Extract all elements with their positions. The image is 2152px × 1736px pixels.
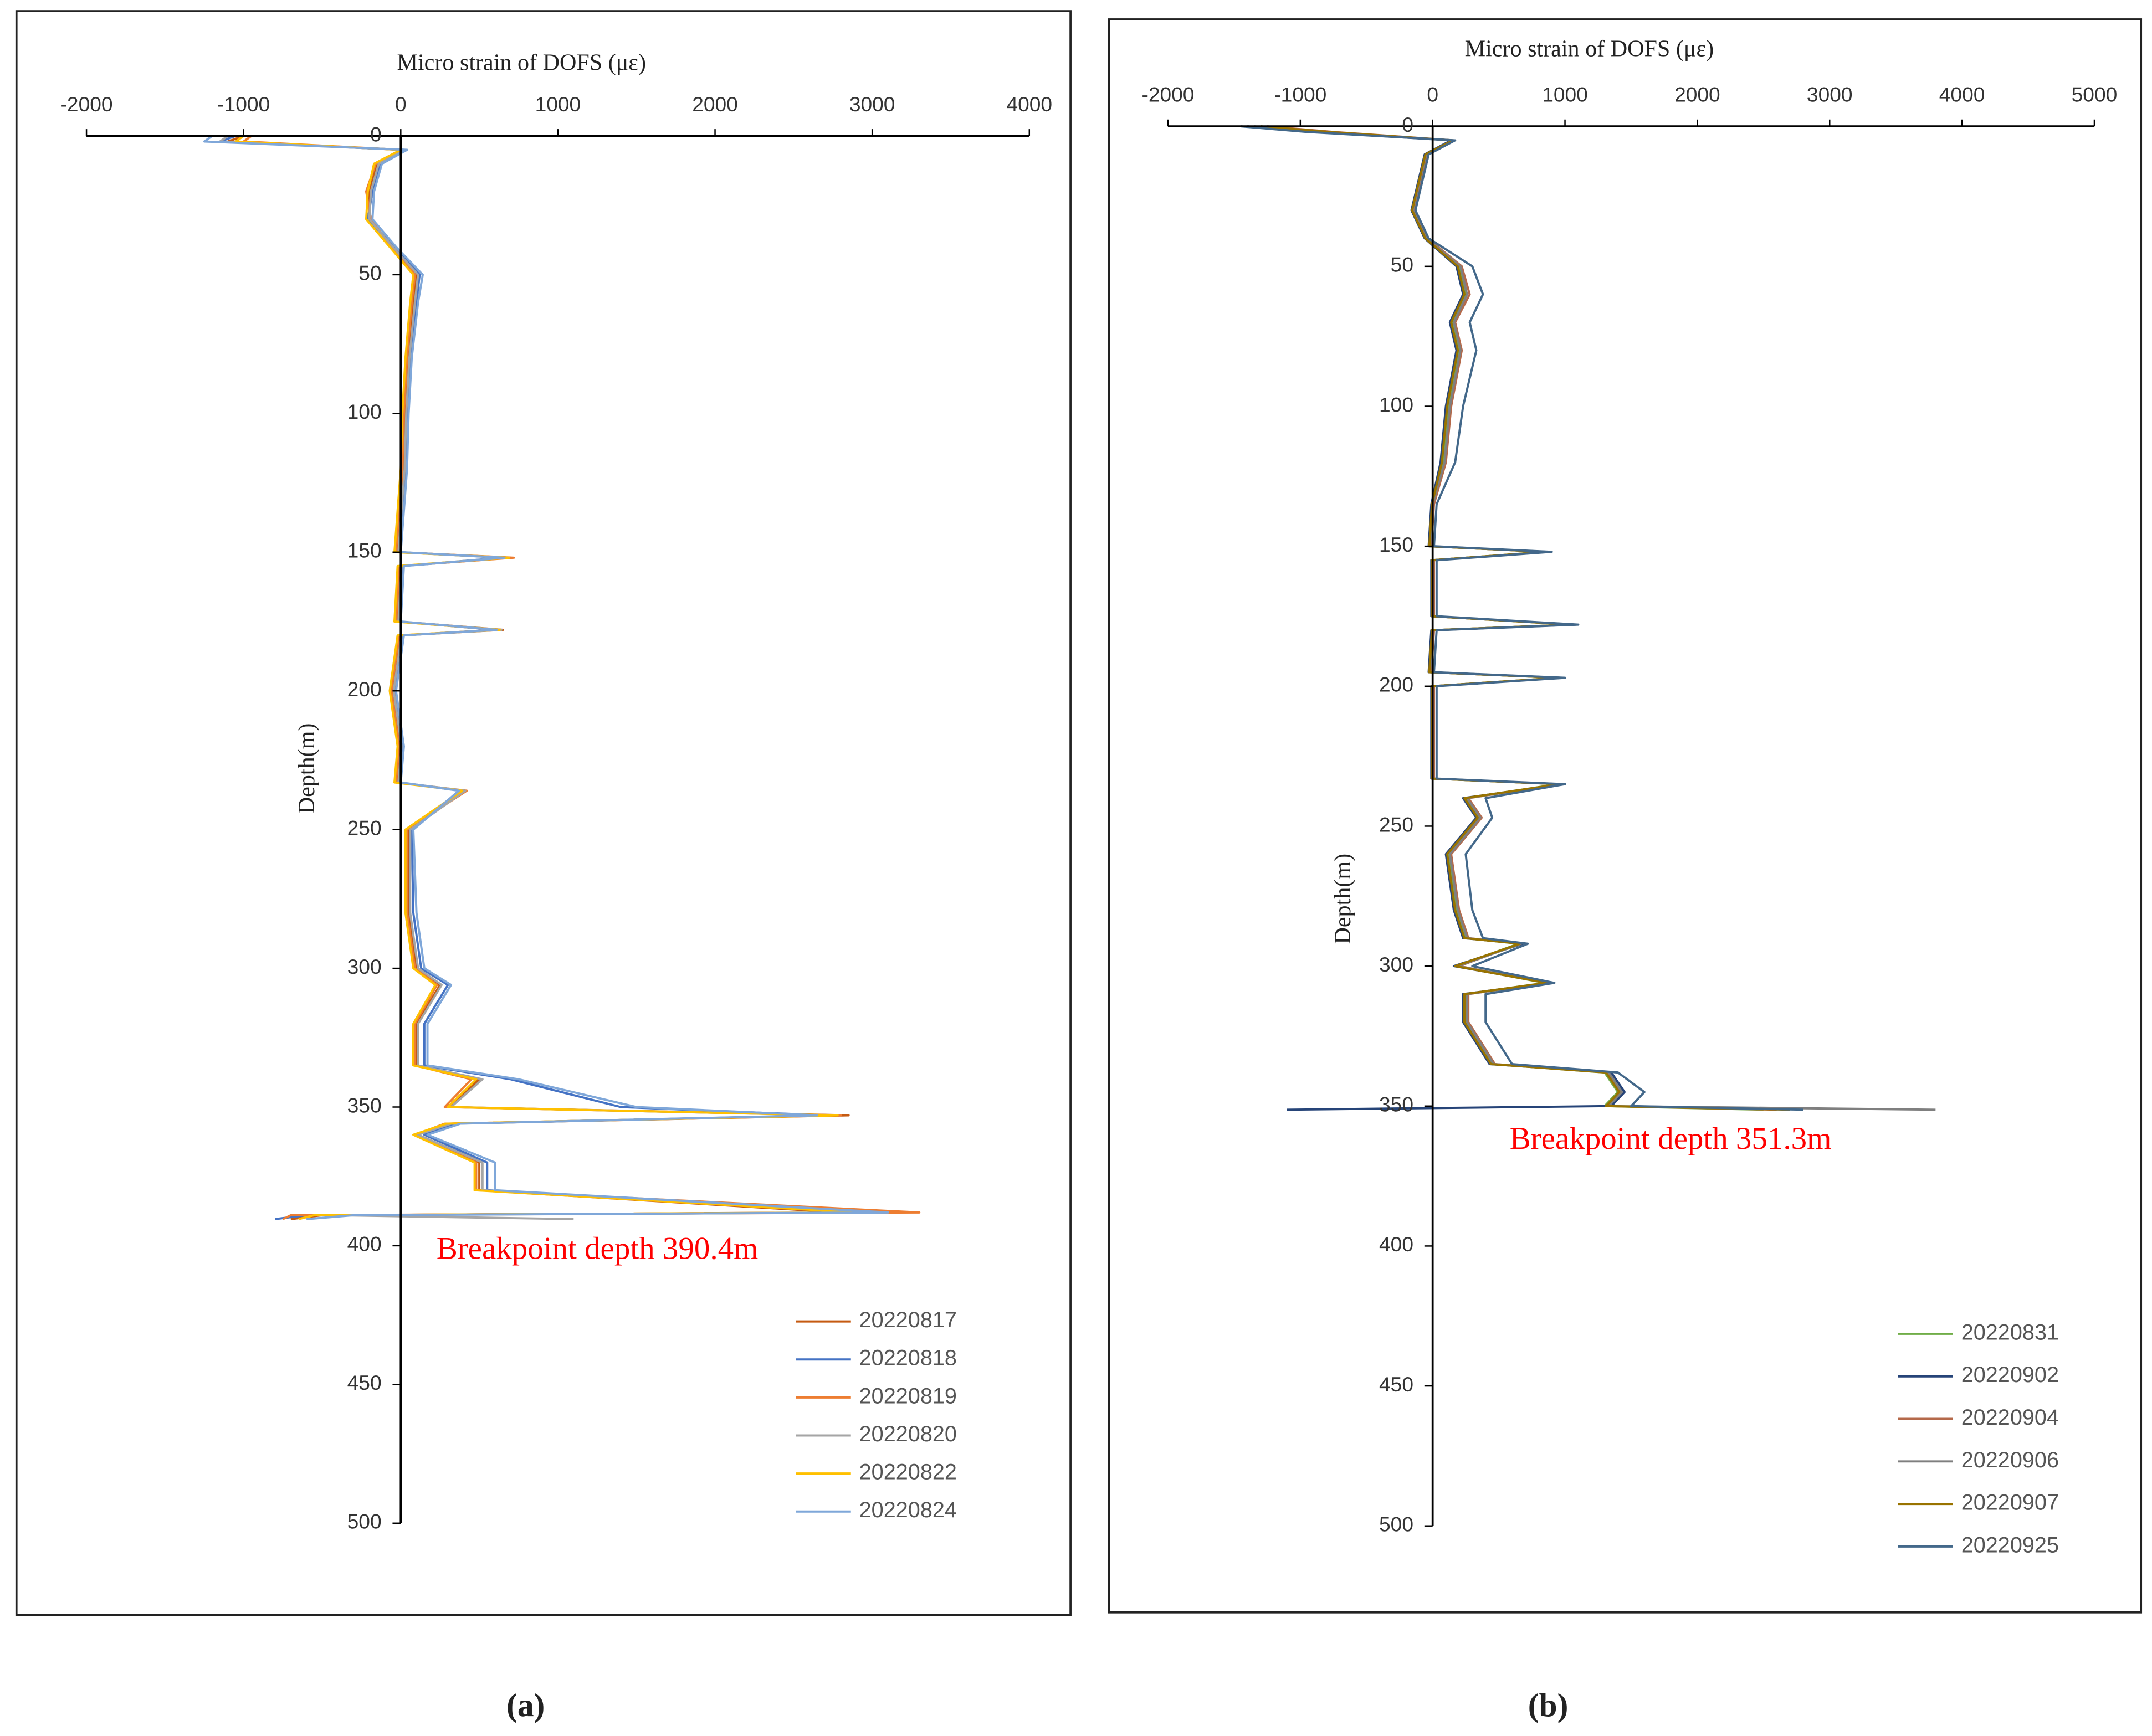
data-line — [1254, 125, 1936, 1111]
x-tick-label: 5000 — [2072, 83, 2118, 106]
data-line — [227, 135, 850, 1220]
x-tick-label: 3000 — [1807, 83, 1853, 106]
y-tick-label: 500 — [347, 1510, 382, 1533]
data-line — [1261, 125, 1790, 1111]
y-tick-label: 300 — [1379, 953, 1413, 976]
x-tick-label: 2000 — [1674, 83, 1720, 106]
legend-label: 20220820 — [859, 1422, 957, 1446]
annotation: Breakpoint depth 351.3m — [1510, 1121, 1832, 1156]
y-tick-label: 150 — [347, 539, 382, 562]
x-tick-label: 3000 — [849, 93, 895, 116]
legend-label: 20220819 — [859, 1384, 957, 1408]
y-tick-label: 200 — [1379, 673, 1413, 696]
y-tick-label: 100 — [1379, 393, 1413, 416]
x-tick-label: 0 — [395, 93, 407, 116]
x-tick-label: 4000 — [1006, 93, 1052, 116]
data-line — [1241, 125, 1803, 1111]
data-line — [203, 135, 889, 1220]
x-axis-title: Micro strain of DOFS (με) — [397, 49, 646, 75]
legend-label: 20220925 — [1961, 1533, 2059, 1557]
y-tick-label: 350 — [347, 1093, 382, 1117]
data-line — [234, 135, 858, 1220]
y-axis-title: Depth(m) — [1330, 854, 1356, 944]
x-tick-label: 1000 — [1542, 83, 1588, 106]
y-tick-label: 0 — [370, 122, 382, 146]
x-axis-title: Micro strain of DOFS (με) — [1465, 36, 1714, 62]
y-tick-label: 350 — [1379, 1093, 1413, 1116]
x-tick-label: 0 — [1427, 83, 1438, 106]
panel-frame — [15, 10, 1072, 1616]
legend-label: 20220831 — [1961, 1320, 2059, 1344]
legend-label: 20220907 — [1961, 1491, 2059, 1515]
y-tick-label: 400 — [347, 1232, 382, 1256]
panel-label: (a) — [506, 1687, 545, 1723]
y-tick-label: 450 — [347, 1371, 382, 1394]
data-line — [219, 135, 874, 1220]
data-line — [1267, 125, 1777, 1111]
legend-label: 20220817 — [859, 1308, 957, 1332]
y-axis-title: Depth(m) — [294, 723, 320, 814]
y-tick-label: 300 — [347, 955, 382, 978]
x-tick-label: -2000 — [1141, 83, 1194, 106]
y-tick-label: 400 — [1379, 1232, 1413, 1256]
y-tick-label: 150 — [1379, 533, 1413, 556]
legend-label: 20220906 — [1961, 1448, 2059, 1472]
annotation: Breakpoint depth 390.4m — [437, 1231, 759, 1266]
x-tick-label: -2000 — [60, 93, 113, 116]
y-tick-label: 100 — [347, 400, 382, 423]
x-tick-label: 4000 — [1939, 83, 1985, 106]
panel-label: (b) — [1528, 1687, 1569, 1723]
y-tick-label: 250 — [347, 816, 382, 839]
data-line — [242, 135, 921, 1220]
data-line — [1247, 125, 1626, 1111]
legend-label: 20220822 — [859, 1460, 957, 1485]
x-tick-label: -1000 — [217, 93, 270, 116]
x-tick-label: 2000 — [692, 93, 738, 116]
y-tick-label: 50 — [1391, 253, 1413, 276]
x-tick-label: -1000 — [1274, 83, 1326, 106]
panel-frame — [1108, 18, 2143, 1614]
y-tick-label: 50 — [358, 261, 381, 285]
y-tick-label: 0 — [1402, 113, 1413, 136]
data-line — [219, 135, 882, 1220]
y-tick-label: 250 — [1379, 813, 1413, 836]
x-tick-label: 1000 — [535, 93, 581, 116]
legend-label: 20220818 — [859, 1346, 957, 1370]
legend-label: 20220902 — [1961, 1363, 2059, 1387]
y-tick-label: 200 — [347, 677, 382, 701]
data-line — [1260, 125, 1764, 1111]
legend-label: 20220824 — [859, 1498, 957, 1522]
legend-label: 20220904 — [1961, 1405, 2059, 1430]
y-tick-label: 500 — [1379, 1513, 1413, 1536]
y-tick-label: 450 — [1379, 1373, 1413, 1396]
